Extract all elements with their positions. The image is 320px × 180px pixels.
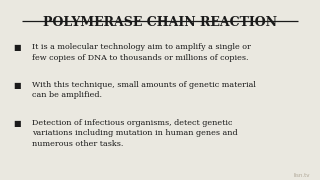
- Text: With this technique, small amounts of genetic material
can be amplified.: With this technique, small amounts of ge…: [32, 81, 256, 99]
- Text: Detection of infectious organisms, detect genetic
variations including mutation : Detection of infectious organisms, detec…: [32, 119, 238, 148]
- Text: ■: ■: [13, 119, 20, 128]
- Text: It is a molecular technology aim to amplify a single or
few copies of DNA to tho: It is a molecular technology aim to ampl…: [32, 43, 251, 62]
- Text: lisn.tv: lisn.tv: [294, 173, 310, 178]
- Text: ■: ■: [13, 43, 20, 52]
- Text: POLYMERASE CHAIN REACTION: POLYMERASE CHAIN REACTION: [43, 16, 277, 29]
- Text: ■: ■: [13, 81, 20, 90]
